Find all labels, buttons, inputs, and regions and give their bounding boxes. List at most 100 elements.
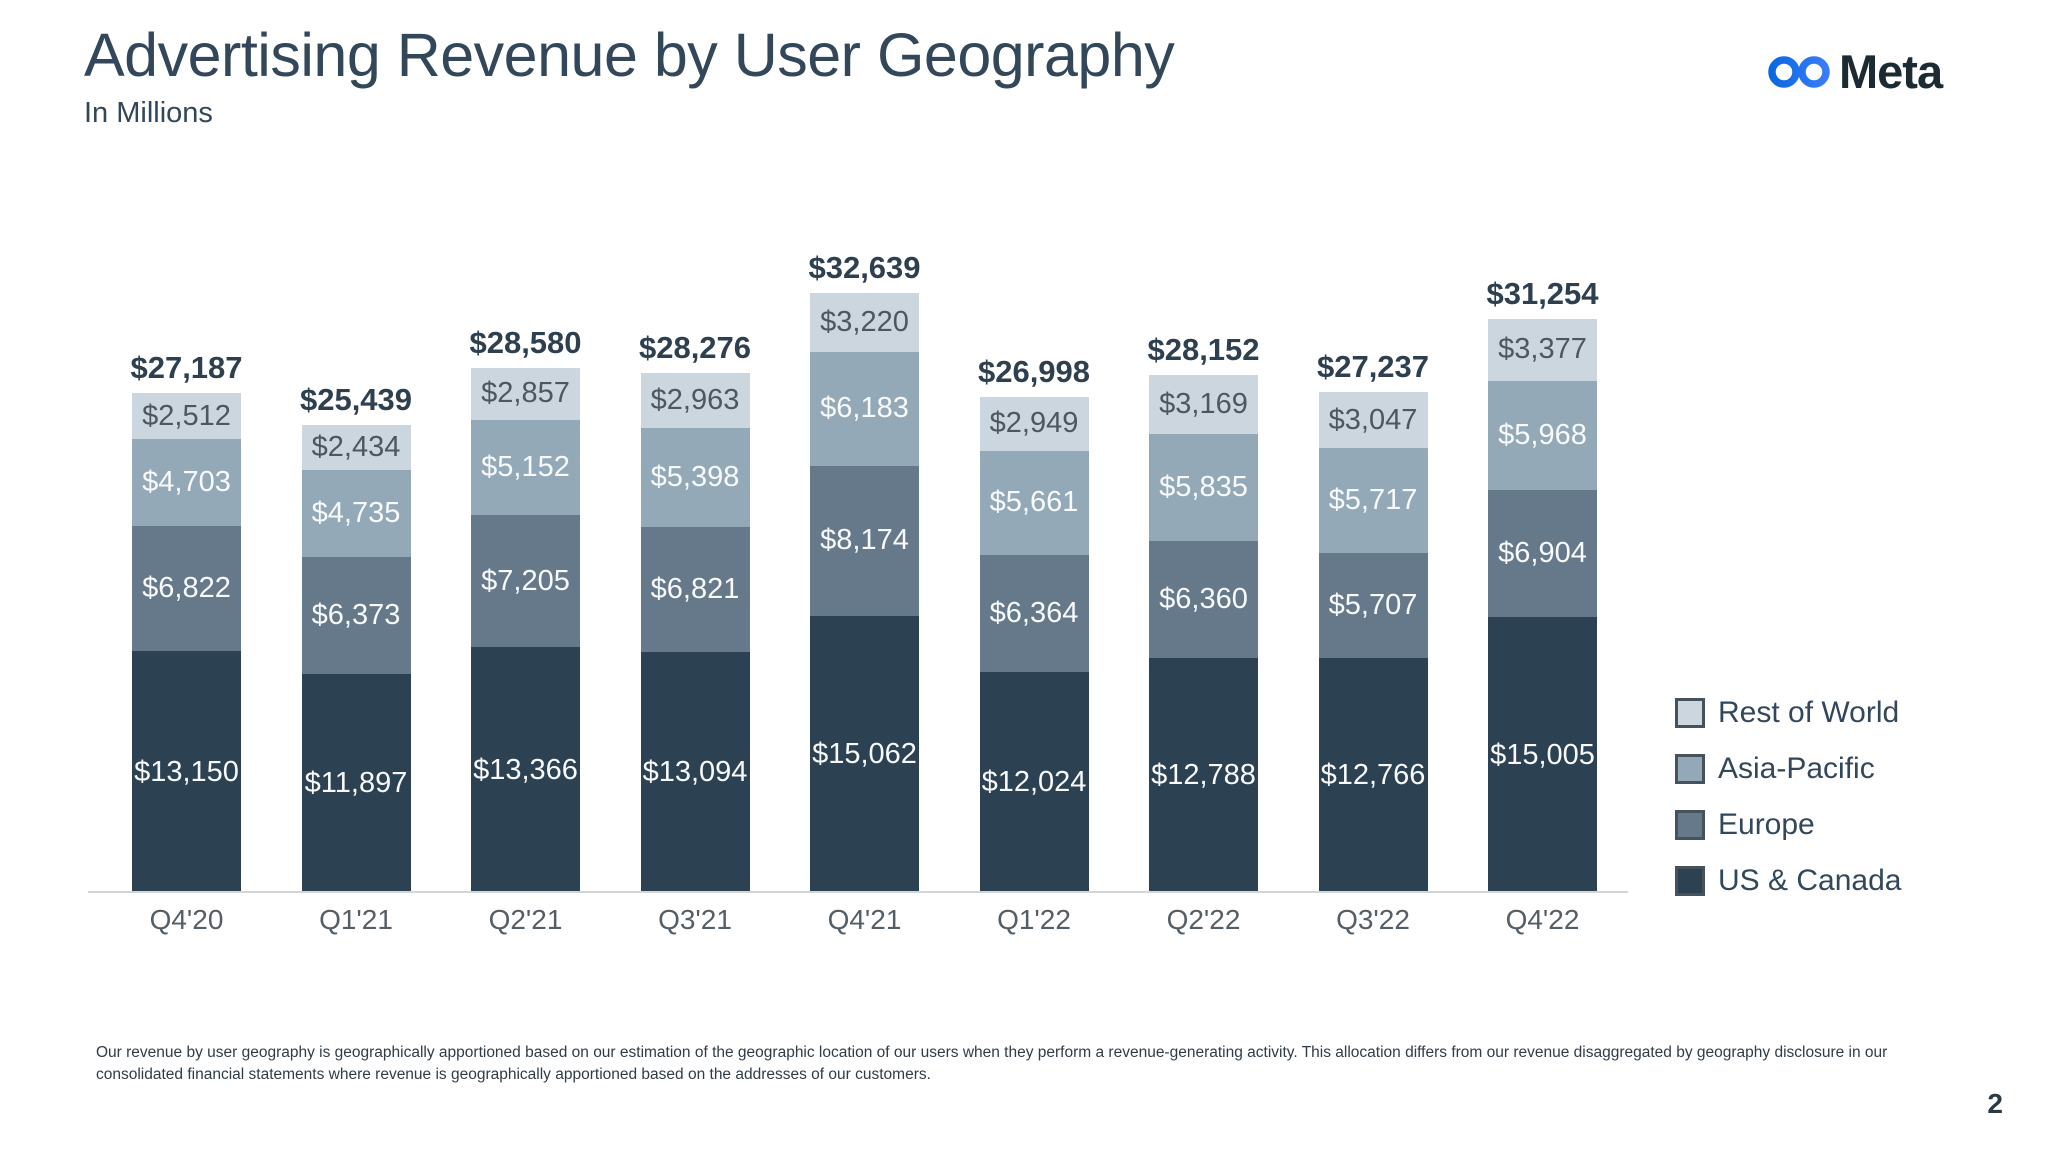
bar-segment-asia-pacific: $5,152 [471, 420, 580, 515]
bar-segment-us-canada: $12,024 [979, 672, 1089, 893]
bar-group-q1-21: $25,439 $2,434 $4,735 $6,373 $11,897 [299, 382, 413, 893]
bar-segment-rest-of-world: $3,220 [810, 292, 919, 353]
bar-segment-asia-pacific: $4,703 [132, 439, 241, 526]
segment-value-label: $8,174 [820, 524, 909, 557]
bar-segment-asia-pacific: $4,735 [301, 470, 411, 558]
x-axis-labels: Q4'20 Q1'21 Q2'21 Q3'21 Q4'21 Q1'22 Q2'22 Q3'22… [132, 904, 1597, 936]
segment-value-label: $5,398 [650, 460, 740, 493]
bar-segment-asia-pacific: $5,398 [640, 427, 750, 527]
segment-value-label: $4,735 [311, 497, 401, 530]
meta-wordmark: Meta [1839, 45, 1943, 98]
bar-group-q3-22: $27,237 $3,047 $5,717 $5,707 $12,766 [1316, 349, 1430, 893]
bar-total-label: $28,152 [1147, 332, 1260, 368]
segment-value-label: $15,005 [1490, 738, 1595, 771]
legend-swatch-us-canada [1675, 866, 1705, 896]
bar-segment-europe: $5,707 [1318, 553, 1428, 659]
bar-segment-us-canada: $11,897 [301, 674, 411, 893]
x-axis-label-q3-21: Q3'21 [658, 904, 732, 935]
bar-groups: $27,187 $2,512 $4,703 $6,822 $13,150 $25,439 $… [130, 249, 1599, 893]
segment-value-label: $5,835 [1159, 470, 1248, 503]
footnote: Our revenue by user geography is geograp… [96, 1044, 1888, 1084]
bar-segment-europe: $6,904 [1488, 490, 1597, 618]
legend-item-asia-pacific: Asia-Pacific [1675, 752, 1901, 785]
legend-item-us-canada: US & Canada [1675, 864, 1901, 897]
segment-value-label: $6,364 [989, 597, 1079, 629]
bar-total-label: $25,439 [299, 382, 413, 418]
bar-total-label: $28,276 [638, 330, 752, 366]
segment-value-label: $2,963 [650, 383, 740, 416]
segment-value-label: $6,822 [142, 572, 231, 605]
bar-segment-asia-pacific: $5,717 [1318, 448, 1428, 554]
bar-segment-rest-of-world: $2,434 [301, 425, 411, 471]
bar-segment-asia-pacific: $5,968 [1488, 380, 1597, 491]
legend-swatch-asia-pacific [1675, 754, 1705, 784]
meta-logo: Meta [1768, 44, 1943, 99]
bar-total-label: $27,187 [130, 350, 243, 386]
bar-segment-europe: $6,364 [979, 555, 1089, 672]
segment-value-label: $11,897 [304, 767, 408, 800]
bar-group-q1-22: $26,998 $2,949 $5,661 $6,364 $12,024 [978, 354, 1090, 893]
bar-group-q3-21: $28,276 $2,963 $5,398 $6,821 $13,094 [638, 330, 752, 893]
segment-value-label: $5,968 [1498, 418, 1587, 451]
segment-value-label: $2,434 [311, 431, 401, 464]
bar-group-q4-21: $32,639 $3,220 $6,183 $8,174 $15,062 [808, 249, 921, 893]
bar-segment-rest-of-world: $3,047 [1318, 392, 1428, 449]
segment-value-label: $7,205 [481, 564, 570, 597]
x-axis-label-q1-22: Q1'22 [997, 904, 1071, 935]
bar-segment-asia-pacific: $5,835 [1149, 433, 1258, 542]
bar-segment-rest-of-world: $2,512 [132, 393, 241, 440]
page-subtitle: In Millions [84, 97, 213, 130]
x-axis-label-q4-20: Q4'20 [149, 904, 224, 935]
segment-value-label: $5,717 [1328, 484, 1418, 517]
segment-value-label: $3,047 [1328, 403, 1418, 436]
legend-item-rest-of-world: Rest of World [1675, 696, 1901, 729]
x-axis-label-q2-21: Q2'21 [488, 904, 563, 935]
bar-group-q2-22: $28,152 $3,169 $5,835 $6,360 $12,788 [1147, 332, 1260, 893]
bar-segment-us-canada: $12,788 [1149, 657, 1258, 893]
segment-value-label: $13,150 [134, 755, 239, 788]
meta-infinity-icon [1768, 55, 1830, 88]
bar-segment-europe: $6,822 [132, 525, 241, 652]
x-axis-label-q1-21: Q1'21 [319, 904, 393, 935]
x-axis-label-q3-22: Q3'22 [1336, 904, 1410, 935]
bar-segment-us-canada: $15,005 [1488, 617, 1597, 893]
segment-value-label: $5,152 [481, 451, 570, 484]
bar-segment-asia-pacific: $5,661 [979, 450, 1089, 555]
segment-value-label: $12,766 [1320, 759, 1426, 792]
bar-segment-rest-of-world: $2,949 [979, 396, 1089, 451]
bar-total-label: $32,639 [808, 249, 921, 285]
bar-segment-rest-of-world: $2,963 [640, 373, 750, 428]
bar-group-q4-20: $27,187 $2,512 $4,703 $6,822 $13,150 [130, 350, 243, 893]
segment-value-label: $6,373 [311, 599, 401, 632]
bar-segment-europe: $6,360 [1149, 541, 1258, 658]
bar-segment-europe: $7,205 [471, 514, 580, 648]
legend-item-europe: Europe [1675, 808, 1901, 841]
x-axis-label-q4-21: Q4'21 [827, 904, 902, 935]
segment-value-label: $3,377 [1498, 333, 1587, 366]
bar-segment-us-canada: $12,766 [1318, 658, 1428, 893]
legend-swatch-europe [1675, 810, 1705, 840]
bar-total-label: $27,237 [1316, 349, 1430, 385]
bar-segment-europe: $6,821 [640, 526, 750, 653]
x-axis-line [88, 891, 1628, 893]
bar-group-q4-22: $31,254 $3,377 $5,968 $6,904 $15,005 [1486, 276, 1599, 893]
segment-value-label: $12,788 [1151, 758, 1256, 791]
x-axis-label-q2-22: Q2'22 [1166, 904, 1241, 935]
segment-value-label: $3,220 [820, 306, 909, 339]
bar-segment-us-canada: $13,366 [471, 647, 580, 893]
segment-value-label: $6,904 [1498, 537, 1587, 570]
bar-segment-rest-of-world: $2,857 [471, 367, 580, 421]
chart-legend: Rest of World Asia-Pacific Europe US & Cana… [1675, 696, 1901, 922]
segment-value-label: $13,366 [473, 753, 578, 786]
bar-group-q2-21: $28,580 $2,857 $5,152 $7,205 $13,366 [469, 325, 582, 893]
bar-segment-asia-pacific: $6,183 [810, 352, 919, 466]
segment-value-label: $6,821 [650, 573, 740, 606]
page-title: Advertising Revenue by User Geography [84, 21, 1175, 89]
header: Advertising Revenue by User Geography In… [84, 21, 1175, 130]
bar-segment-rest-of-world: $3,377 [1488, 318, 1597, 381]
segment-value-label: $2,512 [142, 399, 231, 432]
segment-value-label: $15,062 [812, 738, 917, 771]
segment-value-label: $2,857 [481, 377, 570, 410]
bar-segment-us-canada: $13,150 [132, 651, 241, 893]
